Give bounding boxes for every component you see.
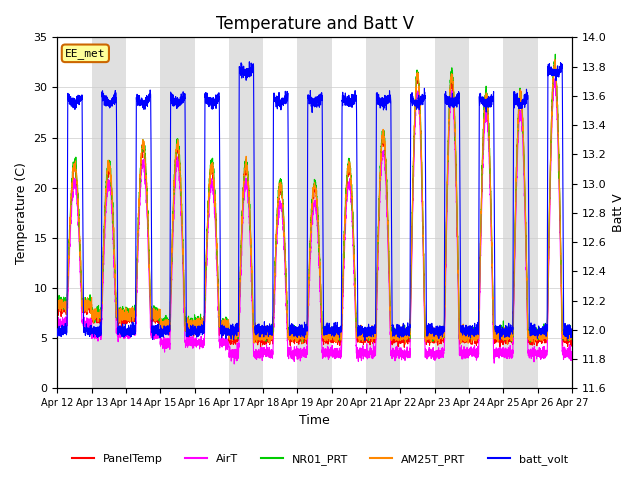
X-axis label: Time: Time (300, 414, 330, 427)
Bar (229, 37, 263, 388)
Bar (298, 37, 332, 388)
Bar (503, 37, 538, 388)
Bar (160, 37, 195, 388)
Y-axis label: Temperature (C): Temperature (C) (15, 162, 28, 264)
Bar (92, 37, 126, 388)
Bar (366, 37, 401, 388)
Y-axis label: Batt V: Batt V (612, 193, 625, 232)
Bar (435, 37, 469, 388)
Legend: PanelTemp, AirT, NR01_PRT, AM25T_PRT, batt_volt: PanelTemp, AirT, NR01_PRT, AM25T_PRT, ba… (68, 450, 572, 469)
Text: EE_met: EE_met (65, 48, 106, 59)
Title: Temperature and Batt V: Temperature and Batt V (216, 15, 413, 33)
